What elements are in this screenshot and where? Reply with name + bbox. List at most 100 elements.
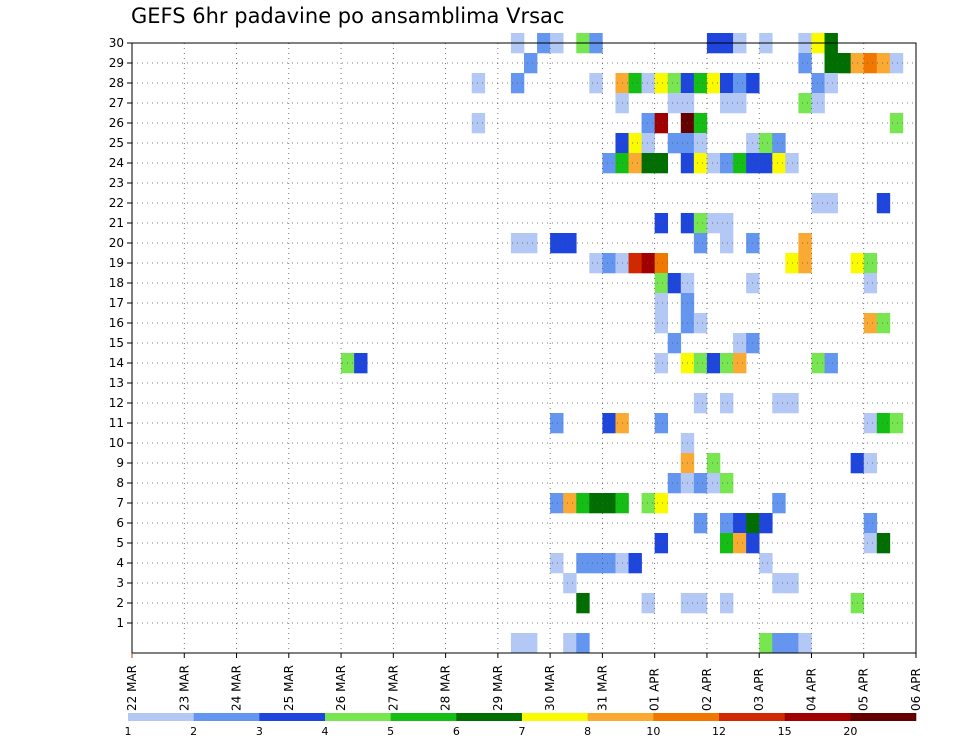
cell-m15-111 [733, 333, 747, 354]
cell-m21-77 [693, 213, 708, 234]
cell-m19-97 [863, 253, 878, 274]
x-axis: 22 MAR 23 MAR 24 MAR 25 MAR 26 MAR 27 MAR 28 M… [125, 653, 923, 711]
y-tick-label-25: 25 [109, 136, 124, 150]
x-tick-label-10: 01 APR [648, 668, 662, 711]
cell-m29-14 [824, 53, 838, 74]
cell-m11-127 [550, 413, 564, 434]
chart-title: GEFS 6hr padavine po ansamblima Vrsac [131, 4, 565, 28]
colorbar-label-10: 10 [646, 725, 660, 738]
colorbar-label-20: 20 [843, 725, 857, 738]
cell-m29-17 [863, 53, 878, 74]
y-tick-label-12: 12 [109, 396, 124, 410]
cell-m6-154 [720, 513, 734, 534]
x-tick-label-7: 29 MAR [491, 665, 505, 711]
cell-m24-67 [733, 153, 747, 174]
cell-m7-151 [654, 493, 669, 514]
cell-m16-107 [693, 313, 708, 334]
cell-m28-27 [667, 73, 682, 94]
cell-m19-88 [589, 253, 603, 274]
y-tick-label-26: 26 [109, 116, 124, 130]
cell-m14-114 [354, 353, 368, 374]
cell-m29-13 [798, 53, 812, 74]
cell-m7-145 [563, 493, 577, 514]
cell-m8-143 [720, 473, 734, 494]
x-tick-label-15: 06 APR [909, 668, 923, 711]
cell-m4-171 [759, 553, 773, 574]
y-tick-label-14: 14 [109, 356, 124, 370]
cell-m5-159 [654, 533, 669, 554]
cell-m7-147 [589, 493, 603, 514]
y-tick-label-6: 6 [116, 516, 124, 530]
cell-m0-184 [576, 633, 590, 654]
cell-m28-29 [693, 73, 708, 94]
y-tick-label-18: 18 [109, 276, 124, 290]
cell-m28-30 [706, 73, 721, 94]
y-tick-label-8: 8 [116, 476, 124, 490]
cell-m16-108 [863, 313, 878, 334]
cell-m6-158 [863, 513, 878, 534]
cell-m11-132 [876, 413, 891, 434]
cell-m20-83 [563, 233, 577, 254]
x-tick-label-8: 30 MAR [543, 665, 557, 711]
cell-m20-81 [524, 233, 538, 254]
cell-m8-141 [693, 473, 708, 494]
cell-m12-125 [772, 393, 786, 414]
cell-m4-167 [589, 553, 603, 574]
cell-m6-155 [733, 513, 747, 534]
x-tick-label-3: 25 MAR [282, 665, 296, 711]
cell-m7-150 [641, 493, 655, 514]
colorbar-label-1: 1 [125, 725, 132, 738]
x-tick-label-0: 22 MAR [125, 665, 139, 711]
x-tick-label-4: 26 MAR [334, 665, 348, 711]
cell-m2-179 [720, 593, 734, 614]
colorbar-swatch-7 [587, 713, 654, 721]
cell-m19-91 [628, 253, 642, 274]
cell-m11-131 [863, 413, 878, 434]
colorbar-swatch-1 [193, 713, 260, 721]
cell-m20-82 [550, 233, 564, 254]
colorbar: 1 2 3 4 5 6 7 8 10 12 15 20 [125, 713, 917, 738]
cell-m27-40 [733, 93, 747, 114]
cell-m26-47 [693, 113, 708, 134]
cell-m24-62 [654, 153, 669, 174]
cell-m19-93 [654, 253, 669, 274]
x-tick-label-5: 27 MAR [386, 665, 400, 711]
colorbar-swatch-8 [653, 713, 720, 721]
cell-m14-121 [811, 353, 825, 374]
y-tick-label-19: 19 [109, 256, 124, 270]
y-tick-label-3: 3 [116, 576, 124, 590]
cell-m27-37 [667, 93, 682, 114]
cell-m20-87 [798, 233, 812, 254]
y-tick-label-17: 17 [109, 296, 124, 310]
cell-m11-133 [889, 413, 904, 434]
cell-m12-123 [693, 393, 708, 414]
colorbar-swatch-5 [456, 713, 523, 721]
cell-m26-43 [471, 113, 486, 134]
cell-m18-99 [667, 273, 682, 294]
x-tick-label-14: 05 APR [857, 668, 871, 711]
y-tick-label-2: 2 [116, 596, 124, 610]
cell-m21-78 [706, 213, 721, 234]
cell-m4-170 [628, 553, 642, 574]
cell-m29-19 [889, 53, 904, 74]
cell-m7-144 [550, 493, 564, 514]
cell-m18-98 [654, 273, 669, 294]
x-tick-label-12: 03 APR [752, 668, 766, 711]
cell-m17-103 [654, 293, 669, 314]
y-tick-label-1: 1 [116, 616, 124, 630]
cell-m16-109 [876, 313, 891, 334]
cell-m20-84 [693, 233, 708, 254]
cell-m8-142 [706, 473, 721, 494]
cell-m28-20 [471, 73, 486, 94]
cell-m29-15 [837, 53, 851, 74]
cell-m5-163 [863, 533, 878, 554]
cell-m28-31 [720, 73, 734, 94]
cell-m27-42 [811, 93, 825, 114]
cell-m16-105 [654, 313, 669, 334]
colorbar-swatch-6 [522, 713, 588, 721]
cell-m12-124 [720, 393, 734, 414]
cell-m25-52 [667, 133, 682, 154]
cell-m15-110 [667, 333, 682, 354]
colorbar-swatch-3 [325, 713, 391, 721]
cell-m25-57 [772, 133, 786, 154]
